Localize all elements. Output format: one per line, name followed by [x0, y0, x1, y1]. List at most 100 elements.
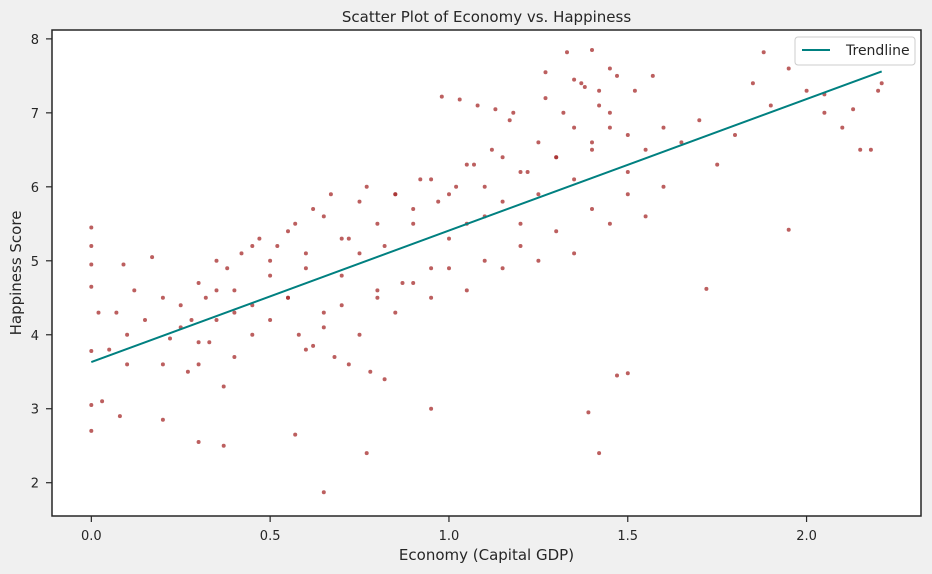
data-point	[586, 410, 591, 415]
data-point	[472, 162, 476, 167]
data-point	[203, 295, 208, 300]
data-point	[411, 221, 416, 226]
data-point	[160, 362, 165, 367]
data-point	[311, 343, 316, 348]
legend-box	[794, 36, 916, 66]
data-point	[411, 281, 416, 285]
x-tick-label: 1.5	[617, 529, 638, 544]
data-point	[543, 96, 548, 101]
data-point	[393, 192, 398, 197]
data-point	[393, 310, 398, 315]
data-point	[132, 288, 137, 293]
data-point	[572, 177, 577, 182]
y-tick-label: 5	[31, 255, 39, 270]
data-point	[286, 229, 290, 234]
data-point	[482, 184, 487, 189]
data-point	[482, 258, 487, 263]
x-tick-label: 0.5	[260, 529, 281, 544]
data-point	[328, 192, 333, 197]
data-point	[303, 251, 308, 256]
data-point	[697, 118, 702, 123]
data-point	[296, 332, 301, 337]
data-point	[339, 303, 344, 308]
data-point	[125, 332, 130, 337]
data-point	[321, 325, 326, 330]
data-point	[543, 70, 548, 75]
data-point	[643, 147, 648, 152]
data-point	[89, 244, 94, 248]
data-point	[597, 103, 602, 108]
data-point	[214, 318, 219, 322]
data-point	[250, 244, 255, 248]
data-point	[650, 73, 655, 78]
x-axis-ticks: 0.0 0.5 1.0 1.5 2.0	[81, 516, 817, 544]
data-point	[89, 349, 94, 353]
trendline-layer	[90, 70, 883, 364]
data-point	[196, 362, 201, 367]
data-point	[214, 288, 219, 293]
data-point	[590, 147, 594, 152]
data-point	[447, 266, 451, 271]
data-point	[500, 155, 505, 160]
data-point	[840, 125, 845, 130]
data-point	[464, 288, 469, 293]
data-point	[429, 406, 434, 411]
data-point	[454, 184, 459, 189]
data-point	[232, 288, 237, 293]
data-point	[196, 440, 201, 444]
x-tick-label: 0.0	[81, 529, 102, 544]
data-point	[346, 236, 351, 241]
x-tick-label: 2.0	[796, 529, 817, 544]
data-point	[715, 162, 720, 167]
data-point	[418, 177, 423, 182]
data-point	[232, 310, 237, 315]
data-point	[429, 266, 434, 271]
data-point	[357, 251, 362, 256]
data-point	[268, 258, 273, 263]
data-point	[150, 255, 155, 260]
data-point	[429, 295, 434, 300]
data-point	[597, 88, 602, 93]
data-point	[117, 414, 122, 419]
data-point	[107, 347, 112, 352]
data-point	[457, 97, 462, 102]
data-point	[375, 288, 380, 293]
legend: Trendline	[794, 36, 916, 66]
data-point	[761, 50, 766, 55]
data-point	[189, 318, 194, 322]
data-point	[321, 490, 326, 495]
data-point	[500, 199, 505, 204]
data-point	[768, 103, 773, 108]
data-point	[346, 362, 351, 367]
data-point	[321, 214, 326, 219]
data-point	[851, 107, 856, 112]
data-point	[221, 443, 226, 448]
data-point	[364, 184, 369, 189]
data-points	[89, 48, 884, 495]
data-point	[876, 88, 881, 93]
data-point	[382, 377, 387, 382]
data-point	[400, 281, 405, 285]
data-point	[518, 170, 523, 174]
legend-trendline-label: Trendline	[845, 43, 910, 59]
data-point	[196, 281, 201, 285]
data-point	[89, 428, 94, 433]
data-point	[858, 147, 863, 152]
data-point	[786, 66, 791, 71]
data-point	[679, 140, 684, 145]
data-point	[232, 355, 237, 359]
x-tick-label: 1.0	[439, 529, 460, 544]
plot-frame	[51, 29, 922, 517]
data-point	[822, 110, 827, 115]
data-point	[293, 432, 298, 437]
data-point	[257, 236, 262, 241]
data-point	[114, 310, 119, 315]
data-point	[632, 88, 637, 93]
data-point	[625, 371, 630, 376]
data-point	[536, 258, 541, 263]
data-point	[168, 336, 172, 341]
data-point	[368, 369, 373, 374]
data-point	[500, 266, 505, 271]
data-point	[439, 94, 444, 99]
data-point	[286, 295, 290, 300]
